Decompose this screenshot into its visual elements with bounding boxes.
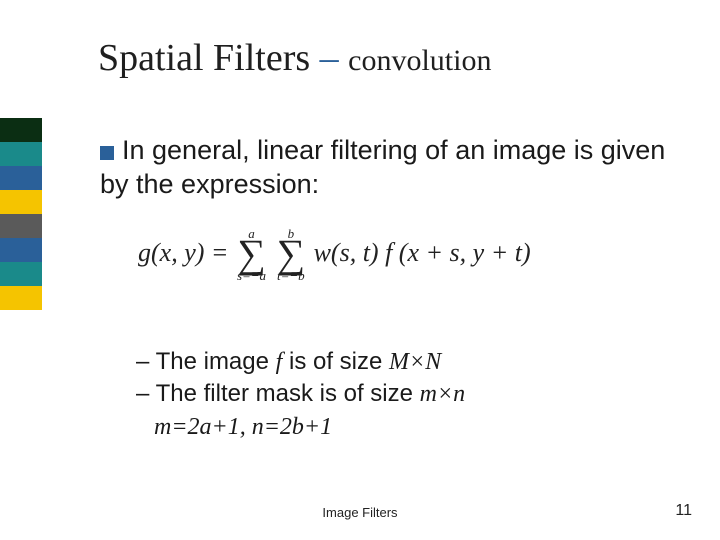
sigma-t-bot: t=−b [277, 268, 306, 284]
sigma-symbol: ∑ [237, 238, 266, 270]
sigma-s-bot: s=−a [237, 268, 266, 284]
sigma-s: a ∑ s=−a [237, 226, 266, 284]
sub-line-1: – The image f is of size M×N [136, 346, 465, 378]
page-number: 11 [675, 502, 692, 520]
bullet-text: In general, linear filtering of an image… [100, 135, 665, 199]
sub-line-2: – The filter mask is of size m×n [136, 378, 465, 410]
sub1-a: – The image [136, 348, 276, 375]
sigma-symbol: ∑ [277, 238, 306, 270]
sub3: m=2a+1, n=2b+1 [154, 414, 332, 440]
convolution-formula: g(x, y) = a ∑ s=−a b ∑ t=−b w(s, t) f (x… [138, 226, 531, 284]
title-main: Spatial Filters [98, 37, 320, 79]
bullet-square-icon [100, 146, 114, 160]
title-sub: convolution [348, 44, 491, 77]
sub1-b: is of size [282, 348, 389, 375]
decorative-sidebar [0, 118, 42, 310]
main-bullet: In general, linear filtering of an image… [100, 134, 680, 202]
sub2-mn: m×n [420, 381, 466, 407]
footer-label: Image Filters [0, 505, 720, 520]
title-dash: – [320, 37, 349, 79]
formula-lhs: g(x, y) = [138, 238, 235, 267]
sub-bullets: – The image f is of size M×N – The filte… [136, 346, 465, 443]
sub1-mn: M×N [389, 349, 441, 375]
sub2-a: – The filter mask is of size [136, 380, 420, 407]
sub-line-3: m=2a+1, n=2b+1 [136, 411, 465, 443]
formula-rhs: w(s, t) f (x + s, y + t) [314, 238, 531, 267]
sigma-t: b ∑ t=−b [277, 226, 306, 284]
slide-title: Spatial Filters – convolution [98, 36, 491, 80]
